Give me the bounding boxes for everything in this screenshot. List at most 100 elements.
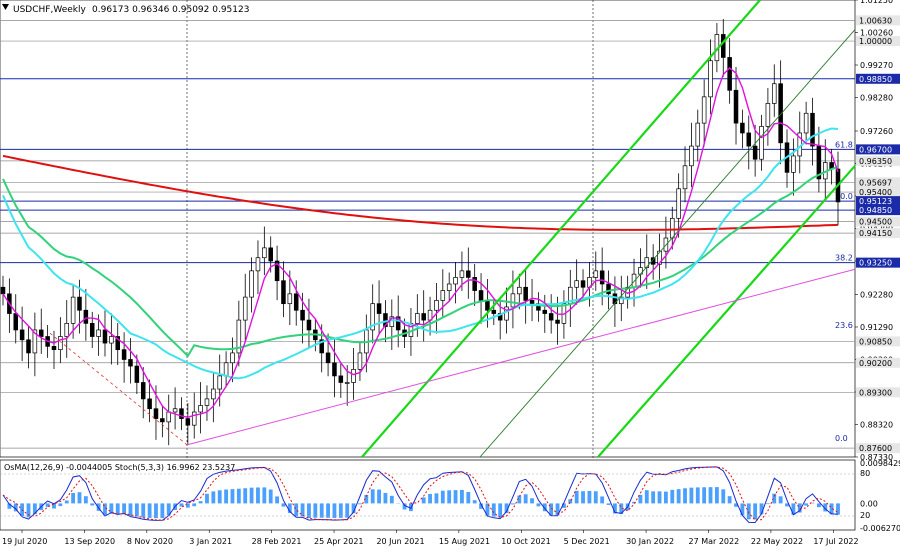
osma-bar xyxy=(218,490,222,503)
candle-body xyxy=(250,271,254,297)
candle-body xyxy=(677,189,681,219)
candle-body xyxy=(180,409,184,419)
osma-bar xyxy=(836,503,840,514)
candle-body xyxy=(71,297,75,323)
candle-body xyxy=(753,146,757,159)
candle-body xyxy=(192,412,196,425)
candle-body xyxy=(256,258,260,271)
osma-bar xyxy=(422,497,426,503)
candle-body xyxy=(97,330,101,337)
osma-bar xyxy=(651,491,655,503)
osma-bar xyxy=(65,500,69,503)
price-level-label: 0.94150 xyxy=(859,229,892,238)
candle-body xyxy=(288,294,292,304)
candle-body xyxy=(804,113,808,133)
candle-body xyxy=(339,376,343,383)
candle-body xyxy=(575,281,579,288)
candle-body xyxy=(377,304,381,314)
osma-bar xyxy=(709,487,713,503)
osma-bar xyxy=(90,503,94,505)
price-level-label: 0.93250 xyxy=(859,259,892,268)
osma-bar xyxy=(275,496,279,503)
osma-bar xyxy=(141,503,145,517)
osma-bar xyxy=(294,503,298,516)
osma-bar xyxy=(645,490,649,503)
oscillator-title: OsMA(12,26,9) -0.0044005 Stoch(5,3,3) 16… xyxy=(4,463,235,472)
osma-bar xyxy=(607,503,611,505)
osma-bar xyxy=(211,491,215,503)
candle-body xyxy=(415,314,419,324)
osma-bar xyxy=(498,503,502,517)
candle-body xyxy=(607,284,611,294)
candle-body xyxy=(109,337,113,344)
osma-bar xyxy=(192,503,196,506)
candle-body xyxy=(734,90,738,123)
candle-body xyxy=(231,353,235,363)
osma-bar xyxy=(237,489,241,504)
osma-bar xyxy=(231,489,235,503)
osma-bar xyxy=(122,503,126,514)
candle-body xyxy=(135,366,139,382)
candle-body xyxy=(39,330,43,337)
price-level-label: 1.00630 xyxy=(859,16,892,25)
osma-bar xyxy=(243,488,247,503)
candle-body xyxy=(791,156,795,172)
candle-body xyxy=(422,314,426,321)
chart-title: USDCHF,Weekly xyxy=(13,5,86,15)
candle-body xyxy=(594,271,598,278)
candle-body xyxy=(1,287,5,294)
osc-y-label: 0.00 xyxy=(860,499,878,508)
osma-bar xyxy=(313,503,317,517)
osma-bar xyxy=(358,503,362,504)
candle-body xyxy=(721,34,725,57)
candle-body xyxy=(740,123,744,133)
candle-body xyxy=(435,300,439,310)
osma-bar xyxy=(78,492,82,503)
candle-body xyxy=(460,271,464,278)
osma-bar xyxy=(345,503,349,517)
x-tick-label: 8 Nov 2020 xyxy=(127,537,173,546)
osma-bar xyxy=(301,503,305,516)
candle-body xyxy=(90,323,94,336)
x-tick-label: 17 Jul 2022 xyxy=(813,537,858,546)
price-level-label: 0.95400 xyxy=(859,188,892,197)
candle-body xyxy=(173,409,177,412)
candle-body xyxy=(129,359,133,366)
y-tick-label: 0.99270 xyxy=(860,61,893,70)
candle-body xyxy=(141,382,145,398)
osma-bar xyxy=(224,490,228,504)
osma-bar xyxy=(683,488,687,503)
osma-bar xyxy=(135,503,139,516)
x-tick-label: 22 May 2022 xyxy=(751,537,803,546)
osma-bar xyxy=(473,500,477,503)
fib-label: 0.0 xyxy=(835,434,848,443)
osma-bar xyxy=(441,491,445,504)
x-tick-label: 15 Aug 2021 xyxy=(439,537,490,546)
candle-body xyxy=(358,353,362,369)
candle-body xyxy=(243,297,247,320)
osma-bar xyxy=(256,487,260,503)
x-tick-label: 3 Jan 2021 xyxy=(189,537,232,546)
candle-body xyxy=(294,294,298,310)
candle-body xyxy=(148,399,152,409)
osma-bar xyxy=(460,490,464,503)
price-level-label: 0.87600 xyxy=(859,444,892,453)
fib-label: 38.2 xyxy=(835,254,853,263)
osma-bar xyxy=(817,503,821,507)
candle-body xyxy=(301,310,305,320)
osma-bar xyxy=(696,487,700,503)
osma-bar xyxy=(588,491,592,503)
candle-body xyxy=(447,284,451,291)
price-level-label: 0.96700 xyxy=(859,145,892,154)
osma-bar xyxy=(282,503,286,506)
price-level-label: 0.89300 xyxy=(859,388,892,397)
candle-body xyxy=(167,412,171,422)
osma-bar xyxy=(715,487,719,503)
candle-body xyxy=(58,337,62,350)
osma-bar xyxy=(435,493,439,503)
x-tick-label: 30 Jan 2022 xyxy=(626,537,674,546)
price-level-label: 0.90200 xyxy=(859,359,892,368)
candle-body xyxy=(20,330,24,340)
price-level-label: 0.95697 xyxy=(859,178,892,187)
osma-bar xyxy=(58,503,62,506)
